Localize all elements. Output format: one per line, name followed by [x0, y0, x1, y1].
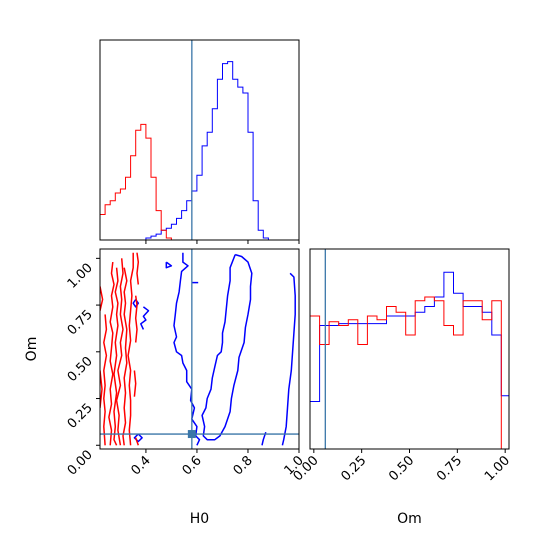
- contour-blue-4: [132, 299, 140, 308]
- contour-blue-7: [165, 261, 173, 269]
- om-histogram-series-blue: [310, 271, 509, 449]
- y-axis-label-om: Om: [24, 337, 40, 362]
- contour-blue-0: [173, 252, 201, 446]
- contour-ytick-label: 0.75: [65, 307, 96, 338]
- contour-ytick-label: 0.25: [65, 401, 96, 432]
- contour-blue-2: [281, 272, 296, 446]
- contour-red-19: [133, 370, 137, 397]
- om-histogram-xtick-label: 1.00: [482, 453, 513, 484]
- contour-xtick-label: 0.4: [129, 453, 154, 478]
- om-histogram-xtick-label: 0.50: [386, 453, 417, 484]
- contour-blue-1: [201, 253, 253, 441]
- om-histogram-xtick-label: 0.75: [434, 453, 465, 484]
- h0-histogram-panel: [99, 39, 300, 244]
- contour-ytick-label: 1.00: [65, 261, 96, 292]
- h0-histogram-series-red: [100, 123, 299, 240]
- contour-red-12: [103, 314, 108, 446]
- contour-blue-6: [133, 433, 143, 443]
- contour-xtick-label: 0.8: [231, 453, 256, 478]
- contour-ytick-label: 0.00: [65, 447, 96, 478]
- h0-histogram-frame: [99, 39, 300, 241]
- contour-red-13: [100, 286, 104, 311]
- om-vs-h0-contour-panel: 0.4 0.6 0.8 1.00.000.250.500.751.00 H0 Om: [24, 248, 307, 527]
- contour-red-11: [108, 262, 115, 446]
- x-axis-label-h0: H0: [190, 511, 209, 527]
- contour-red-18: [136, 252, 140, 285]
- contour-red-15: [113, 267, 119, 446]
- om-histogram-frame: [309, 248, 510, 450]
- contour-red-20: [134, 437, 140, 446]
- contour-red-9: [127, 252, 134, 446]
- contour-red-14: [100, 370, 103, 408]
- contour-red-17: [134, 295, 138, 343]
- contour-blue-5: [140, 306, 150, 330]
- om-histogram-xtick-label: 0.25: [338, 453, 369, 484]
- x-axis-label-om: Om: [397, 511, 422, 527]
- truth-point: [187, 430, 196, 439]
- contour-xtick-label: 0.6: [180, 453, 205, 478]
- contour-frame: [99, 248, 300, 450]
- h0-histogram-series-blue: [100, 61, 299, 240]
- om-histogram-series-red: [310, 296, 509, 449]
- contour-red-10: [115, 258, 124, 446]
- om-histogram-panel: 0.00 0.25 0.50 0.75 1.00 Om: [291, 248, 513, 527]
- contour-ytick-label: 0.50: [65, 354, 96, 385]
- contour-red-16: [122, 267, 128, 446]
- contour-blue-3: [261, 431, 267, 446]
